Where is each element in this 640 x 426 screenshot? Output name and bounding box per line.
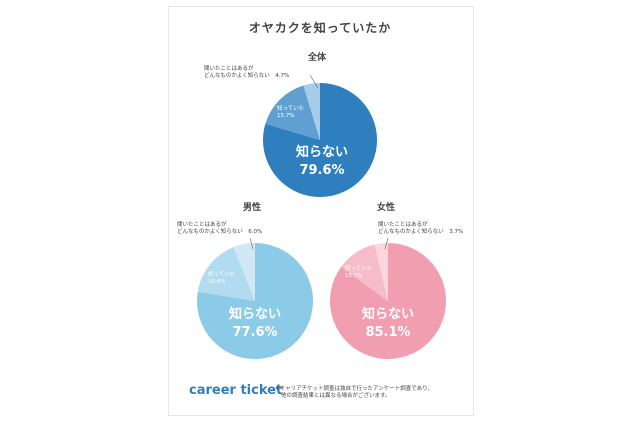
category-label: 知っていた: [277, 106, 305, 112]
pie-slice: [303, 83, 320, 140]
career-ticket-logo: career ticket: [189, 383, 283, 398]
main-label-female: 知らない 85.1%: [362, 306, 414, 342]
pie-slice: [341, 244, 388, 301]
pie-slice: [265, 85, 320, 140]
value-label: 77.6%: [232, 325, 278, 340]
value-label: 15.7%: [277, 113, 295, 119]
pie-title-female: 女性: [377, 203, 396, 213]
small-label-all: 聞いたことはあるが どんなものかよく知らない 4.7%: [204, 66, 289, 80]
footnote-line1: ※キャリアチケット調査は独自で行ったアンケート調査であり、: [275, 386, 434, 392]
small-label-line1: 聞いたことはあるが: [378, 222, 428, 228]
leader-line: [309, 74, 319, 89]
infographic-card: [168, 6, 474, 416]
category-label: 知っていた: [208, 272, 236, 278]
category-label: 知らない: [362, 307, 415, 322]
pie-slice: [374, 243, 388, 301]
category-label: 知らない: [229, 307, 282, 322]
leader-line: [384, 237, 389, 250]
small-label-line1: 聞いたことはあるが: [204, 66, 254, 72]
small-label-line2: どんなものかよく知らない: [177, 229, 243, 235]
small-label-line1: 聞いたことはあるが: [177, 222, 227, 228]
main-label-male: 知らない 77.6%: [229, 306, 281, 342]
category-label: 知っていた: [345, 266, 373, 272]
chart-title: オヤカクを知っていたか: [248, 21, 392, 35]
category-label: 知らない: [296, 145, 349, 160]
known-label-male: 知っていた 16.4%: [208, 272, 235, 286]
pie-slice: [197, 247, 255, 301]
pie-title-male: 男性: [243, 203, 262, 213]
known-label-female: 知っていた 15.7%: [345, 266, 372, 280]
value-label: 6.0%: [248, 229, 263, 235]
small-label-line2: どんなものかよく知らない: [204, 73, 270, 79]
footnote-line2: 他の調査結果とは異なる場合がございます。: [281, 393, 391, 399]
footnote: ※キャリアチケット調査は独自で行ったアンケート調査であり、 他の調査結果とは異な…: [275, 386, 433, 400]
small-label-male: 聞いたことはあるが どんなものかよく知らない 6.0%: [177, 222, 262, 236]
value-label: 85.1%: [365, 325, 411, 340]
value-label: 3.7%: [449, 229, 464, 235]
value-label: 16.4%: [208, 279, 226, 285]
pie-slice: [233, 243, 255, 301]
main-label-all: 知らない 79.6%: [296, 144, 348, 180]
known-label-all: 知っていた 15.7%: [277, 106, 304, 120]
pie-title-all: 全体: [308, 53, 327, 63]
value-label: 4.7%: [275, 73, 290, 79]
small-label-line2: どんなものかよく知らない: [378, 229, 444, 235]
value-label: 79.6%: [299, 163, 345, 178]
small-label-female: 聞いたことはあるが どんなものかよく知らない 3.7%: [378, 222, 463, 236]
leader-line: [249, 237, 254, 250]
value-label: 15.7%: [345, 273, 363, 279]
